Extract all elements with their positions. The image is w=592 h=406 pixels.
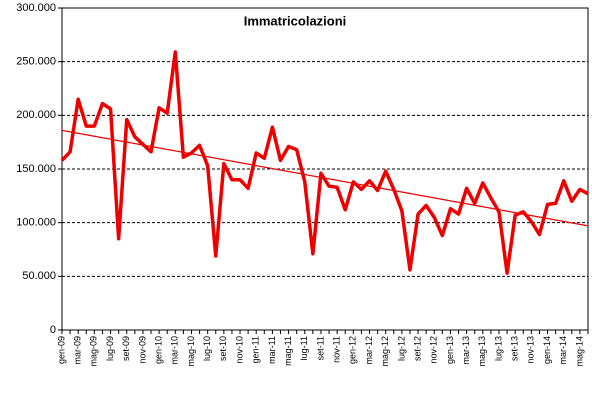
x-tick-label: nov-11 [332, 336, 342, 363]
x-tick-label: nov-10 [234, 336, 244, 364]
x-tick-label: gen-13 [445, 336, 455, 364]
x-tick-label: set-13 [510, 336, 520, 361]
chart-title: Immatricolazioni [244, 13, 347, 28]
x-tick-label: set-10 [218, 336, 228, 361]
y-tick-label: 300.000 [16, 2, 56, 14]
y-tick-label: 100.000 [16, 217, 56, 229]
data-line [60, 50, 589, 275]
y-tick-label: 50.000 [22, 270, 56, 282]
x-tick-label: gen-11 [251, 336, 261, 363]
x-tick-label: mag-12 [380, 336, 390, 367]
x-tick-label: set-09 [121, 336, 131, 361]
x-tick-label: nov-09 [137, 336, 147, 364]
y-tick-label: 150.000 [16, 163, 56, 175]
x-tick-label: mag-09 [89, 336, 99, 367]
x-tick-label: mar-10 [170, 336, 180, 365]
x-tick-label: gen-12 [348, 336, 358, 364]
x-tick-label: mag-13 [477, 336, 487, 367]
x-tick-label: nov-12 [429, 336, 439, 364]
x-tick-label: gen-10 [153, 336, 163, 364]
x-tick-label: mar-11 [267, 336, 277, 364]
y-tick-label: 200.000 [16, 109, 56, 121]
x-tick-label: lug-11 [299, 336, 309, 360]
x-tick-label: set-11 [315, 336, 325, 360]
trend-line [61, 129, 589, 227]
x-tick-label: mar-12 [364, 336, 374, 365]
x-tick-label: lug-12 [396, 336, 406, 361]
x-tick-label: nov-13 [526, 336, 536, 364]
x-tick-label: lug-13 [493, 336, 503, 361]
x-tick-label: set-12 [412, 336, 422, 361]
x-tick-label: lug-09 [105, 336, 115, 361]
x-tick-label: gen-09 [56, 336, 66, 364]
y-tick-label: 250.000 [16, 56, 56, 68]
x-tick-label: mag-14 [574, 336, 584, 367]
x-tick-label: mar-09 [73, 336, 83, 365]
x-tick-label: lug-10 [202, 336, 212, 361]
x-tick-label: mag-10 [186, 336, 196, 367]
x-tick-label: mar-13 [461, 336, 471, 365]
x-tick-label: mag-11 [283, 336, 293, 366]
y-tick-label: 0 [50, 324, 56, 336]
x-tick-label: gen-14 [542, 336, 552, 364]
x-tick-label: mar-14 [558, 336, 568, 365]
